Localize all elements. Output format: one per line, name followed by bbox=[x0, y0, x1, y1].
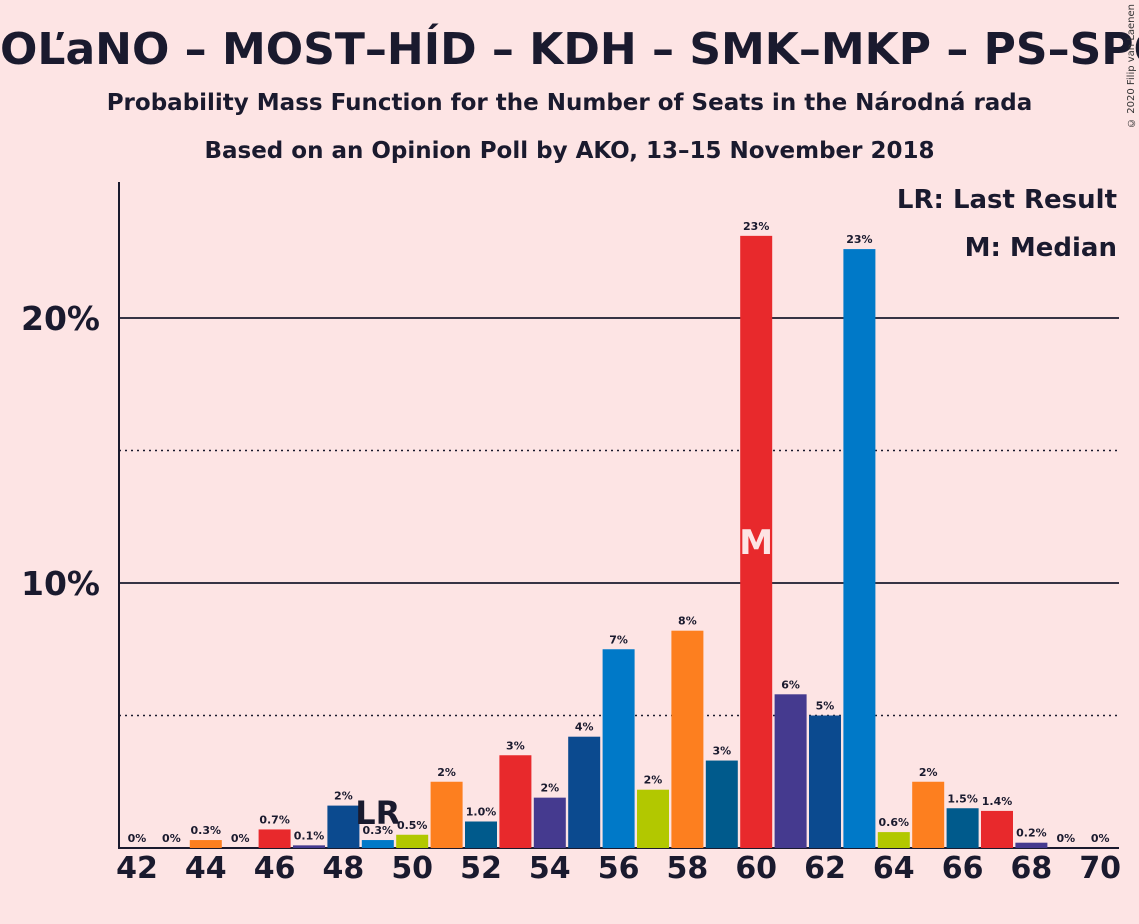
bar bbox=[740, 235, 773, 849]
bar bbox=[843, 249, 876, 849]
bar bbox=[602, 649, 635, 848]
x-tick-label: 70 bbox=[1079, 851, 1121, 886]
data-label: 0% bbox=[162, 832, 181, 845]
x-tick-label: 42 bbox=[116, 851, 158, 886]
bar bbox=[430, 781, 463, 848]
data-label: 1.5% bbox=[947, 792, 978, 805]
bar bbox=[671, 630, 704, 848]
legend-last-result: LR: Last Result bbox=[897, 185, 1117, 215]
bar bbox=[946, 808, 979, 848]
chart-subtitle-2: Based on an Opinion Poll by AKO, 13–15 N… bbox=[204, 138, 935, 164]
bar bbox=[293, 845, 325, 848]
bar bbox=[809, 715, 841, 848]
data-label: 4% bbox=[575, 721, 594, 734]
data-label: 0.3% bbox=[191, 824, 222, 837]
bar bbox=[361, 840, 394, 848]
data-label: 0% bbox=[1056, 832, 1075, 845]
bar bbox=[774, 694, 807, 848]
bar bbox=[396, 834, 429, 848]
last-result-marker: LR bbox=[355, 794, 400, 832]
x-tick-label: 50 bbox=[391, 851, 433, 886]
data-label: 2% bbox=[540, 782, 559, 795]
legend-median: M: Median bbox=[965, 233, 1117, 263]
bar bbox=[705, 760, 738, 848]
bar bbox=[499, 755, 532, 848]
data-label: 7% bbox=[609, 633, 628, 646]
x-tick-label: 68 bbox=[1011, 851, 1053, 886]
bar bbox=[465, 821, 497, 848]
data-label: 23% bbox=[846, 233, 872, 246]
data-label: 5% bbox=[816, 700, 835, 713]
x-tick-label: 56 bbox=[598, 851, 640, 886]
data-label: 0.3% bbox=[363, 824, 394, 837]
data-label: 0.1% bbox=[294, 829, 325, 842]
data-label: 3% bbox=[712, 745, 731, 758]
x-tick-label: 64 bbox=[873, 851, 915, 886]
data-label: 0% bbox=[231, 832, 250, 845]
data-label: 0% bbox=[128, 832, 147, 845]
data-label: 0.6% bbox=[879, 816, 910, 829]
bar bbox=[637, 789, 669, 848]
bar bbox=[533, 797, 566, 848]
x-tick-label: 60 bbox=[735, 851, 777, 886]
data-label: 0.2% bbox=[1016, 827, 1047, 840]
y-tick-label: 20% bbox=[21, 299, 100, 338]
bar bbox=[327, 805, 360, 848]
data-label: 3% bbox=[506, 739, 525, 752]
data-label: 8% bbox=[678, 615, 697, 628]
data-label: 6% bbox=[781, 678, 800, 691]
data-label: 2% bbox=[334, 790, 353, 803]
bar bbox=[877, 832, 910, 848]
data-label: 2% bbox=[919, 766, 938, 779]
x-tick-label: 66 bbox=[942, 851, 984, 886]
x-tick-label: 54 bbox=[529, 851, 571, 886]
x-tick-label: 58 bbox=[667, 851, 709, 886]
bar bbox=[568, 736, 601, 848]
chart-title: OĽaNO – MOST–HÍD – KDH – SMK–MKP – PS–SP… bbox=[0, 24, 1139, 75]
x-tick-label: 46 bbox=[254, 851, 296, 886]
data-label: 23% bbox=[743, 220, 769, 233]
data-label: 0.5% bbox=[397, 819, 428, 832]
y-tick-label: 10% bbox=[21, 564, 100, 603]
chart-subtitle-1: Probability Mass Function for the Number… bbox=[106, 90, 1033, 116]
x-tick-label: 52 bbox=[460, 851, 502, 886]
x-tick-label: 48 bbox=[323, 851, 365, 886]
data-label: 1.0% bbox=[466, 806, 497, 819]
bar bbox=[258, 829, 291, 848]
bar bbox=[189, 840, 222, 848]
x-tick-label: 62 bbox=[804, 851, 846, 886]
bar bbox=[981, 810, 1013, 848]
x-tick-label: 44 bbox=[185, 851, 227, 886]
median-marker: M bbox=[739, 523, 773, 563]
bar bbox=[912, 781, 945, 848]
data-label: 2% bbox=[437, 766, 456, 779]
bar bbox=[1015, 842, 1048, 848]
data-label: 2% bbox=[644, 774, 663, 787]
data-label: 1.4% bbox=[982, 795, 1013, 808]
data-label: 0.7% bbox=[259, 813, 290, 826]
data-label: 0% bbox=[1091, 832, 1110, 845]
